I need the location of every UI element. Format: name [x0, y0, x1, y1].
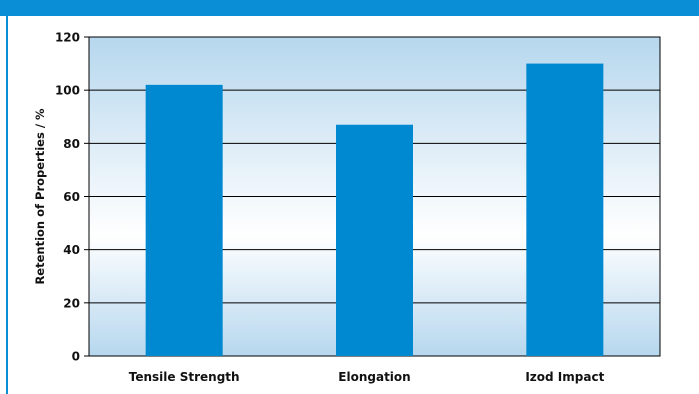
y-tick-label-80: 80	[63, 137, 80, 151]
x-category-label-izod-impact: Izod Impact	[525, 370, 604, 384]
bar-elongation	[336, 124, 413, 356]
y-tick-label-100: 100	[55, 84, 80, 98]
x-categories: Tensile Strength Elongation Izod Impact	[129, 370, 605, 384]
y-ticks: 0 20 40 60 80 100 120	[55, 31, 89, 364]
bar-izod-impact	[526, 63, 604, 356]
y-tick-label-40: 40	[63, 243, 80, 257]
frame-left-border	[6, 16, 8, 394]
y-axis-title: Retention of Properties / %	[33, 108, 47, 285]
y-tick-label-20: 20	[63, 296, 80, 310]
x-category-label-tensile-strength: Tensile Strength	[129, 370, 240, 384]
x-category-label-elongation: Elongation	[338, 370, 410, 384]
bars	[145, 63, 604, 356]
header-band	[0, 0, 699, 16]
y-tick-label-0: 0	[72, 350, 80, 364]
y-tick-label-120: 120	[55, 31, 80, 45]
y-tick-label-60: 60	[63, 190, 80, 204]
bar-tensile-strength	[145, 84, 223, 356]
